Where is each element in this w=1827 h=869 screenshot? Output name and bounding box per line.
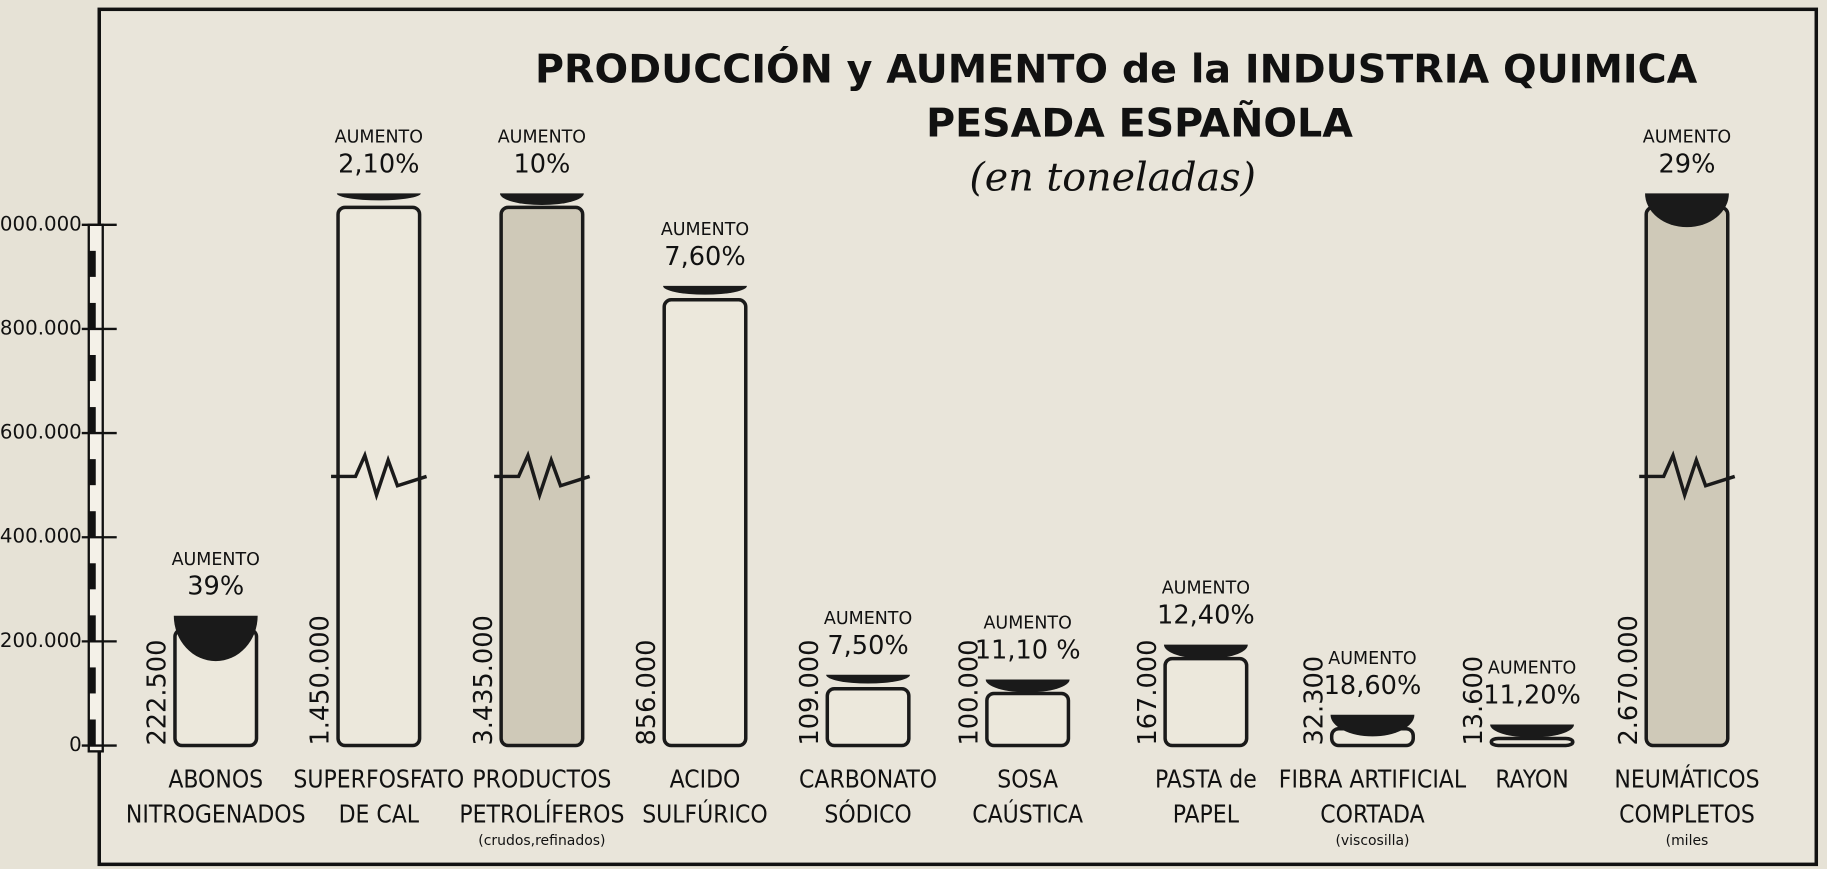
- x-tick-label: SUPERFOSFATO: [293, 764, 464, 793]
- increase-cap: [985, 679, 1070, 693]
- x-tick-label: PETROLÍFEROS: [459, 799, 624, 828]
- increase-cap: [336, 193, 421, 201]
- value-label: 3.435.000: [469, 615, 499, 745]
- axis-ruler-segment: [88, 667, 96, 694]
- bar: [1489, 736, 1575, 748]
- y-tick-label: 1.000.000: [0, 212, 82, 235]
- x-tick-label: CAÚSTICA: [972, 798, 1083, 828]
- bar-break: [494, 450, 591, 501]
- x-tick-label: SULFÚRICO: [642, 798, 768, 828]
- value-label: 1.450.000: [306, 615, 336, 745]
- x-tick-label: NITROGENADOS: [126, 799, 306, 828]
- increase-cap: [1490, 724, 1574, 738]
- increase-cap: [173, 615, 258, 662]
- bar-break: [1639, 450, 1736, 501]
- axis-ruler-segment: [88, 250, 96, 277]
- y-tick-label: 200.000: [0, 629, 82, 652]
- increase-value: 11,20%: [1483, 681, 1581, 711]
- axis-ruler-segment: [88, 302, 96, 329]
- increase-cap: [1645, 193, 1729, 228]
- y-tick-label: 600.000: [0, 421, 82, 444]
- increase-label: AUMENTO: [335, 127, 423, 147]
- x-tick-label: NEUMÁTICOS: [1614, 764, 1759, 793]
- value-label: 32.300: [1299, 656, 1329, 746]
- y-tick-label: 0: [69, 733, 82, 756]
- value-label: 13.600: [1459, 656, 1489, 746]
- bar: [662, 298, 748, 748]
- x-tick-label: PAPEL: [1173, 799, 1240, 828]
- increase-label: AUMENTO: [1643, 127, 1731, 147]
- value-label: 222.500: [143, 640, 173, 746]
- increase-value: 7,60%: [664, 242, 745, 272]
- increase-value: 10%: [513, 149, 570, 179]
- x-tick-label: PASTA de: [1155, 764, 1257, 793]
- value-label: 2.670.000: [1614, 615, 1644, 745]
- increase-cap: [499, 193, 584, 206]
- value-label: 167.000: [1133, 640, 1163, 746]
- increase-cap: [1330, 714, 1415, 737]
- value-label: 856.000: [632, 640, 662, 746]
- bar: [1163, 656, 1249, 748]
- bar: [825, 687, 911, 748]
- x-tick-label: SOSA: [997, 764, 1058, 793]
- increase-label: AUMENTO: [983, 614, 1071, 634]
- increase-value: 12,40%: [1157, 601, 1255, 631]
- increase-label: AUMENTO: [1328, 649, 1416, 669]
- y-tick-label: 800.000: [0, 316, 82, 339]
- axis-ruler-segment: [88, 354, 96, 382]
- increase-value: 7,50%: [827, 631, 908, 661]
- axis-ruler-segment: [88, 407, 96, 434]
- axis-ruler-segment: [88, 719, 96, 746]
- x-tick-label: PRODUCTOS: [472, 764, 611, 793]
- unit-note: (en toneladas): [969, 155, 1256, 201]
- x-tick-label: (crudos,refinados): [478, 833, 605, 849]
- chart-title: PRODUCCIÓN y AUMENTO de la INDUSTRIA QUI…: [535, 46, 1698, 93]
- chart-subtitle: PESADA ESPAÑOLA: [926, 99, 1353, 146]
- value-label: 109.000: [795, 640, 825, 746]
- increase-cap: [663, 285, 747, 295]
- x-tick-label: ACIDO: [670, 764, 741, 793]
- x-tick-label: CARBONATO: [799, 764, 937, 793]
- x-tick-label: CORTADA: [1320, 799, 1424, 828]
- bar: [985, 691, 1071, 748]
- increase-label: AUMENTO: [824, 609, 912, 629]
- increase-value: 11,10 %: [975, 636, 1081, 666]
- value-label: 100.000: [955, 640, 985, 746]
- increase-label: AUMENTO: [1488, 659, 1576, 679]
- increase-label: AUMENTO: [1162, 579, 1250, 599]
- increase-value: 39%: [187, 572, 244, 602]
- x-tick-label: de unidades): [1641, 868, 1732, 869]
- axis-ruler-segment: [88, 615, 96, 642]
- increase-value: 29%: [1659, 149, 1716, 179]
- increase-label: AUMENTO: [498, 127, 586, 147]
- increase-value: 18,60%: [1324, 671, 1422, 701]
- x-tick-label: FIBRA ARTIFICIAL: [1279, 764, 1467, 793]
- axis-ruler-segment: [88, 459, 96, 486]
- bar-break: [331, 450, 428, 501]
- y-tick-label: 400.000: [0, 525, 82, 548]
- x-tick-label: DE CAL: [339, 799, 420, 828]
- x-tick-label: COMPLETOS: [1619, 799, 1755, 828]
- x-tick-label: ABONOS: [168, 764, 263, 793]
- x-tick-label: RAYON: [1495, 764, 1568, 793]
- increase-cap: [1163, 644, 1248, 660]
- increase-cap: [826, 674, 911, 684]
- axis-ruler-segment: [88, 511, 96, 538]
- x-tick-label: SÓDICO: [824, 798, 911, 828]
- increase-value: 2,10%: [338, 149, 419, 179]
- x-tick-label: (miles: [1666, 833, 1709, 849]
- increase-label: AUMENTO: [661, 220, 749, 240]
- increase-label: AUMENTO: [172, 550, 260, 570]
- x-tick-label: (viscosilla): [1335, 833, 1409, 849]
- axis-ruler-segment: [88, 563, 96, 590]
